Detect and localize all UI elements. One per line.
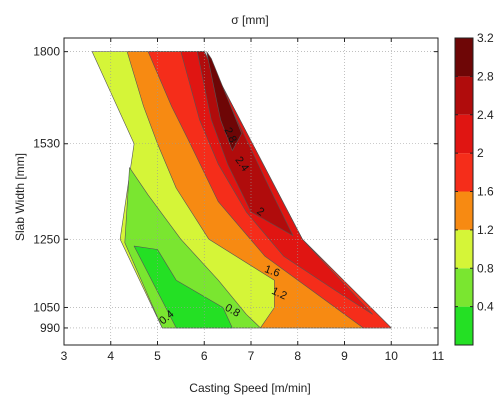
- colorbar-band-3: [455, 191, 473, 230]
- y-axis-label: Slab Width [mm]: [13, 153, 27, 241]
- x-tick-label-7: 10: [385, 349, 399, 363]
- contour-regions: [91, 51, 392, 329]
- x-tick-label-1: 4: [107, 349, 114, 363]
- y-tick-label-0: 990: [40, 321, 60, 335]
- contour-label-6: 2.8: [221, 126, 238, 145]
- x-tick-label-3: 6: [201, 349, 208, 363]
- colorbar-tick-label-2: 1.2: [477, 223, 494, 237]
- colorbar-tick-label-4: 2: [477, 146, 484, 160]
- x-tick-label-6: 9: [341, 349, 348, 363]
- colorbar-tick-label-3: 1.6: [477, 185, 494, 199]
- x-tick-label-2: 5: [154, 349, 161, 363]
- x-tick-label-4: 7: [248, 349, 255, 363]
- y-tick-label-2: 1250: [33, 232, 60, 246]
- colorbar-band-2: [455, 229, 473, 269]
- y-tick-label-1: 1050: [33, 300, 60, 314]
- colorbar-tick-label-6: 2.8: [477, 69, 494, 83]
- colorbar-ticks: 0.4 0.8 1.2 1.6 2 2.4 2.8 3.2: [455, 31, 494, 314]
- colorbar-tick-label-1: 0.8: [477, 261, 494, 275]
- contour-label-2: 1.2: [270, 285, 289, 302]
- x-axis-label: Casting Speed [m/min]: [189, 381, 310, 395]
- chart-title: σ [mm]: [231, 13, 268, 27]
- colorbar-band-6: [455, 76, 473, 115]
- colorbar-band-1: [455, 268, 473, 307]
- contour-region-5: [206, 51, 242, 151]
- y-tick-label-3: 1530: [33, 137, 60, 151]
- y-tick-label-4: 1800: [33, 45, 60, 59]
- x-tick-label-0: 3: [61, 349, 68, 363]
- x-tick-label-8: 11: [432, 349, 445, 363]
- x-tick-label-5: 8: [294, 349, 301, 363]
- colorbar-band-7: [455, 38, 473, 77]
- contour-label-4: 2: [254, 205, 266, 218]
- colorbar-band-5: [455, 114, 473, 154]
- colorbar-band-4: [455, 153, 473, 192]
- colorbar-tick-label-0: 0.4: [477, 300, 494, 314]
- x-axis-ticks: 3 4 5 6 7 8 9 10 11: [61, 38, 445, 363]
- colorbar-tick-label-7: 3.2: [477, 31, 494, 45]
- colorbar-tick-label-5: 2.4: [477, 108, 494, 122]
- colorbar: [454, 37, 474, 346]
- y-axis-ticks: 990 1050 1250 1530 1800: [33, 45, 438, 335]
- colorbar-band-0: [455, 306, 473, 345]
- contour-label-3: 1.6: [263, 263, 281, 280]
